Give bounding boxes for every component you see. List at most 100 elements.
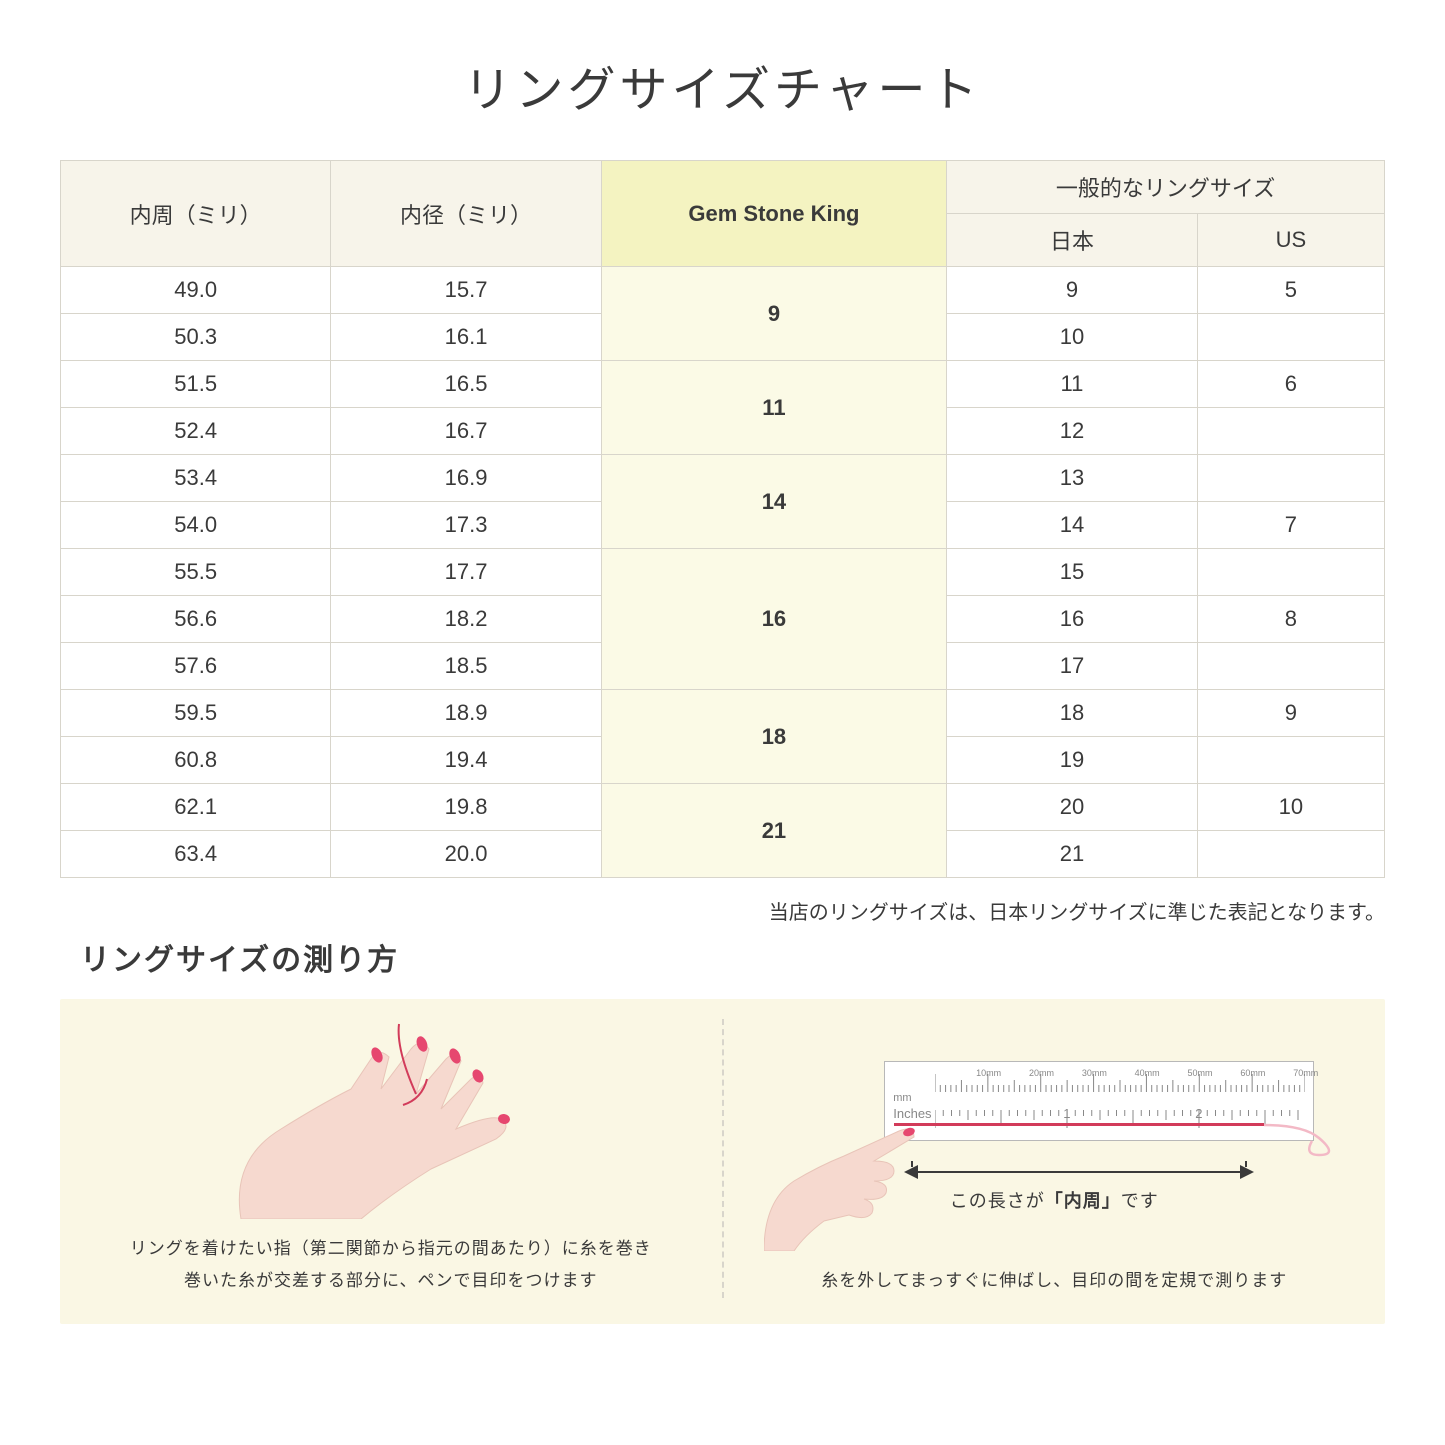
- ruler-in-mark: 2: [1195, 1106, 1202, 1121]
- cell-japan: 15: [947, 549, 1198, 596]
- cell-circumference: 51.5: [61, 361, 331, 408]
- cell-us: [1197, 549, 1384, 596]
- cell-japan: 16: [947, 596, 1198, 643]
- howto-subtitle: リングサイズの測り方: [80, 935, 1385, 979]
- table-row: 49.015.7995: [61, 267, 1385, 314]
- cell-gsk: 21: [601, 784, 946, 878]
- table-row: 55.517.71615: [61, 549, 1385, 596]
- cell-diameter: 18.9: [331, 690, 601, 737]
- header-circumference: 内周（ミリ）: [61, 161, 331, 267]
- table-note: 当店のリングサイズは、日本リングサイズに準じた表記となります。: [60, 896, 1385, 925]
- cell-circumference: 55.5: [61, 549, 331, 596]
- cell-us: 7: [1197, 502, 1384, 549]
- cell-diameter: 19.4: [331, 737, 601, 784]
- table-row: 62.119.8212010: [61, 784, 1385, 831]
- ruler-in-mark: 1: [1063, 1106, 1070, 1121]
- instructions-container: リングを着けたい指（第二関節から指元の間あたり）に糸を巻き 巻いた糸が交差する部…: [60, 999, 1385, 1324]
- measure-arrow: [904, 1161, 1254, 1183]
- ring-size-table: 内周（ミリ） 内径（ミリ） Gem Stone King 一般的なリングサイズ …: [60, 160, 1385, 878]
- left-caption-line1: リングを着けたい指（第二関節から指元の間あたり）に糸を巻き: [130, 1239, 652, 1258]
- ruler-mm-label: mm: [893, 1092, 911, 1104]
- cell-circumference: 60.8: [61, 737, 331, 784]
- cell-us: 8: [1197, 596, 1384, 643]
- arrow-text-suffix: です: [1121, 1191, 1159, 1211]
- cell-us: [1197, 408, 1384, 455]
- cell-gsk: 11: [601, 361, 946, 455]
- measure-illustration: mm Inches 10mm20mm30mm40mm50mm60mm70mm 1…: [774, 1061, 1334, 1251]
- cell-diameter: 17.3: [331, 502, 601, 549]
- right-caption: 糸を外してまっすぐに伸ばし、目印の間を定規で測ります: [821, 1265, 1287, 1297]
- cell-gsk: 16: [601, 549, 946, 690]
- cell-us: 10: [1197, 784, 1384, 831]
- cell-diameter: 16.1: [331, 314, 601, 361]
- cell-japan: 19: [947, 737, 1198, 784]
- ruler-mm-mark: 30mm: [1082, 1068, 1107, 1078]
- thread-curl: [1264, 1113, 1354, 1163]
- ruler-mm-mark: 70mm: [1293, 1068, 1318, 1078]
- cell-circumference: 56.6: [61, 596, 331, 643]
- arrow-text-prefix: この長さが: [950, 1191, 1045, 1211]
- cell-japan: 14: [947, 502, 1198, 549]
- cell-circumference: 54.0: [61, 502, 331, 549]
- header-japan: 日本: [947, 214, 1198, 267]
- ruler-mm-mark: 20mm: [1029, 1068, 1054, 1078]
- cell-us: [1197, 643, 1384, 690]
- cell-japan: 13: [947, 455, 1198, 502]
- cell-japan: 10: [947, 314, 1198, 361]
- hand-wrap-illustration: [221, 1019, 561, 1219]
- cell-us: 5: [1197, 267, 1384, 314]
- cell-us: 6: [1197, 361, 1384, 408]
- ruler-mm-mark: 10mm: [976, 1068, 1001, 1078]
- cell-us: 9: [1197, 690, 1384, 737]
- ruler-mm-mark: 50mm: [1188, 1068, 1213, 1078]
- cell-us: [1197, 737, 1384, 784]
- hand-point-illustration: [764, 1111, 924, 1251]
- cell-us: [1197, 314, 1384, 361]
- cell-us: [1197, 831, 1384, 878]
- cell-japan: 18: [947, 690, 1198, 737]
- left-caption: リングを着けたい指（第二関節から指元の間あたり）に糸を巻き 巻いた糸が交差する部…: [130, 1233, 652, 1298]
- header-diameter: 内径（ミリ）: [331, 161, 601, 267]
- cell-japan: 9: [947, 267, 1198, 314]
- cell-gsk: 9: [601, 267, 946, 361]
- header-us: US: [1197, 214, 1384, 267]
- left-caption-line2: 巻いた糸が交差する部分に、ペンで目印をつけます: [184, 1271, 598, 1290]
- cell-diameter: 19.8: [331, 784, 601, 831]
- cell-diameter: 18.5: [331, 643, 601, 690]
- table-row: 51.516.511116: [61, 361, 1385, 408]
- table-row: 53.416.91413: [61, 455, 1385, 502]
- cell-japan: 21: [947, 831, 1198, 878]
- cell-gsk: 14: [601, 455, 946, 549]
- cell-circumference: 49.0: [61, 267, 331, 314]
- cell-diameter: 20.0: [331, 831, 601, 878]
- cell-us: [1197, 455, 1384, 502]
- cell-circumference: 50.3: [61, 314, 331, 361]
- ruler-mm-mark: 60mm: [1240, 1068, 1265, 1078]
- arrow-text-bold: 「内周」: [1045, 1191, 1121, 1211]
- cell-diameter: 17.7: [331, 549, 601, 596]
- cell-japan: 20: [947, 784, 1198, 831]
- ruler-icon: mm Inches 10mm20mm30mm40mm50mm60mm70mm 1…: [884, 1061, 1314, 1141]
- cell-circumference: 62.1: [61, 784, 331, 831]
- cell-circumference: 57.6: [61, 643, 331, 690]
- table-body: 49.015.799550.316.11051.516.51111652.416…: [61, 267, 1385, 878]
- ruler-mm-mark: 40mm: [1135, 1068, 1160, 1078]
- cell-diameter: 18.2: [331, 596, 601, 643]
- thread-line: [894, 1123, 1264, 1126]
- cell-circumference: 63.4: [61, 831, 331, 878]
- table-row: 59.518.918189: [61, 690, 1385, 737]
- cell-diameter: 16.5: [331, 361, 601, 408]
- header-common-group: 一般的なリングサイズ: [947, 161, 1385, 214]
- instruction-panel-left: リングを着けたい指（第二関節から指元の間あたり）に糸を巻き 巻いた糸が交差する部…: [90, 1019, 724, 1298]
- header-gsk: Gem Stone King: [601, 161, 946, 267]
- page-title: リングサイズチャート: [60, 50, 1385, 120]
- cell-diameter: 15.7: [331, 267, 601, 314]
- cell-circumference: 52.4: [61, 408, 331, 455]
- cell-japan: 12: [947, 408, 1198, 455]
- instruction-panel-right: mm Inches 10mm20mm30mm40mm50mm60mm70mm 1…: [724, 1019, 1356, 1298]
- cell-japan: 17: [947, 643, 1198, 690]
- cell-diameter: 16.9: [331, 455, 601, 502]
- cell-circumference: 53.4: [61, 455, 331, 502]
- cell-gsk: 18: [601, 690, 946, 784]
- cell-circumference: 59.5: [61, 690, 331, 737]
